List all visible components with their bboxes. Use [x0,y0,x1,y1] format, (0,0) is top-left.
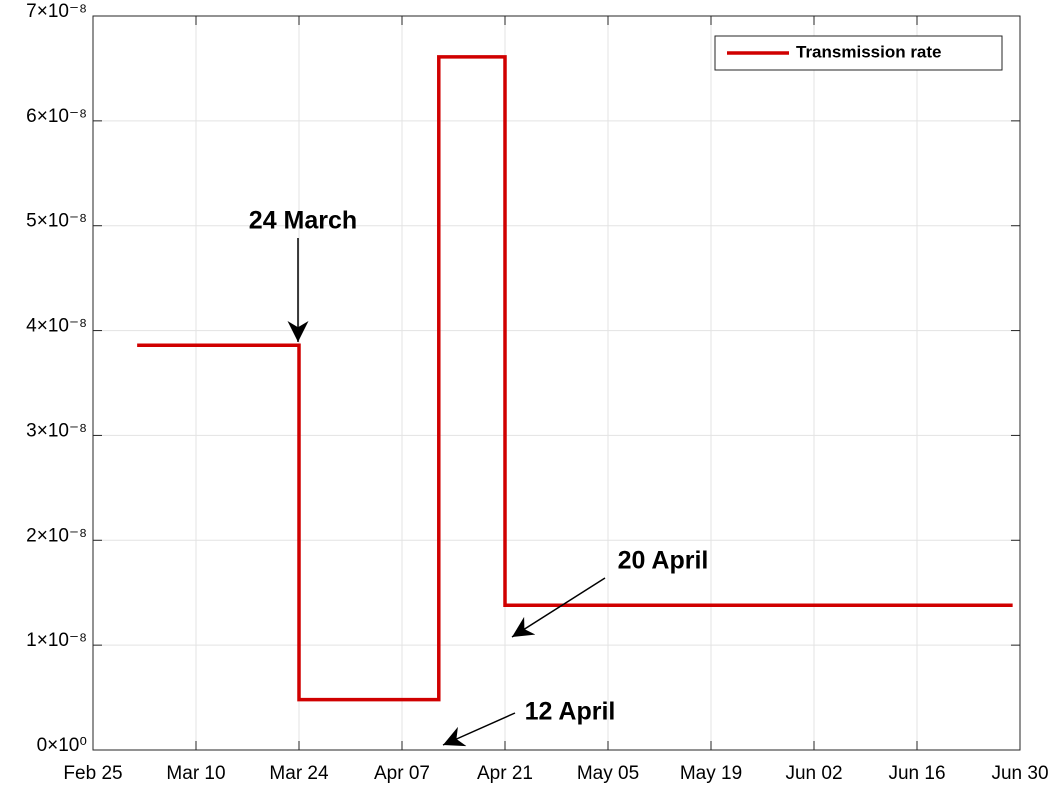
x-tick-label: Jun 30 [991,763,1048,784]
annotation: 24 March [249,207,357,235]
x-tick-label: Mar 24 [269,763,329,784]
x-tick-label: Apr 21 [477,763,533,784]
axes-box [92,15,1021,751]
annotation: 12 April [525,698,616,726]
annotation-arrow [511,577,606,638]
x-tick-label: Apr 07 [374,763,430,784]
y-tick-label: 4×10⁻⁸ [26,316,87,337]
legend-label: Transmission rate [796,42,942,61]
y-tick-label: 2×10⁻⁸ [26,525,87,546]
y-tick-label: 6×10⁻⁸ [26,106,87,127]
x-tick-label: Jun 16 [888,763,945,784]
x-tick-label: Jun 02 [785,763,842,784]
y-tick-label: 5×10⁻⁸ [26,211,87,232]
x-tick-label: Mar 10 [166,763,225,784]
x-tick-label: Feb 25 [63,763,122,784]
annotation-arrow [442,712,516,747]
data-line [137,55,1013,702]
y-tick-label: 3×10⁻⁸ [26,420,87,441]
annotation: 20 April [618,547,709,575]
x-tick-label: May 05 [577,763,639,784]
y-tick-label: 1×10⁻⁸ [26,630,87,651]
grid [92,15,1021,751]
y-tick-label: 0×10⁰ [37,735,87,756]
y-tick-label: 7×10⁻⁸ [26,1,87,22]
x-tick-label: May 19 [680,763,742,784]
